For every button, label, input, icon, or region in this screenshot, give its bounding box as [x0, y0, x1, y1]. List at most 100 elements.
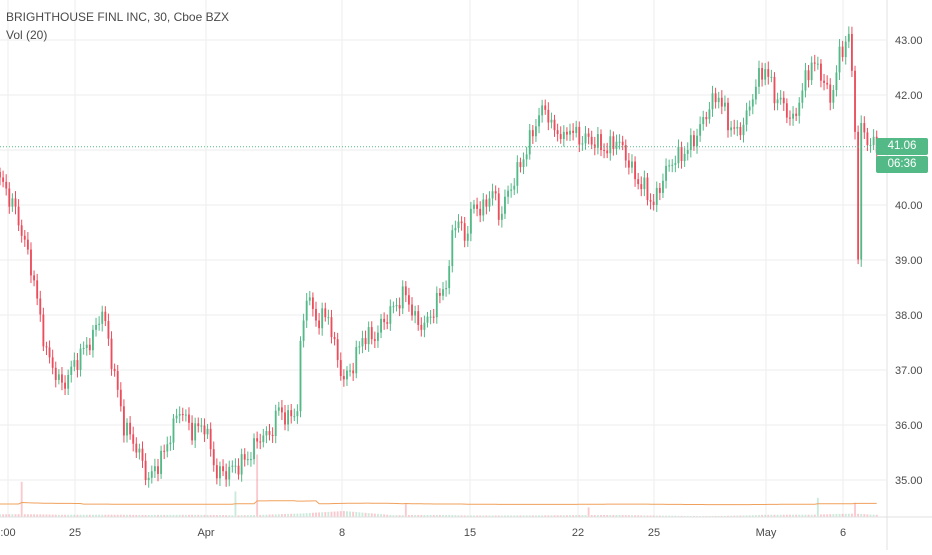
candle-body [531, 130, 534, 137]
candle-body [627, 160, 630, 168]
candle-body [324, 308, 327, 318]
x-tick-label: 6 [840, 527, 846, 539]
volume-bar [119, 514, 122, 517]
candle-body [110, 338, 113, 369]
candle-body [662, 180, 664, 193]
volume-bar [64, 514, 66, 517]
candle-body [411, 304, 413, 316]
symbol-title[interactable]: BRIGHTHOUSE FINL INC, 30, Cboe BZX [6, 10, 229, 24]
candle-body [469, 208, 472, 234]
volume-bar [854, 502, 856, 517]
candle-body [519, 162, 522, 168]
volume-bar [631, 515, 633, 517]
candle-body [82, 348, 85, 349]
candle-body [5, 181, 8, 189]
candle-body [364, 338, 367, 345]
volume-bar [600, 514, 602, 517]
volume-bar [541, 515, 544, 517]
volume-bar [593, 515, 596, 517]
volume-bar [686, 515, 689, 517]
volume-bar [782, 514, 785, 517]
x-tick-label: :00 [0, 527, 15, 539]
volume-bar [349, 511, 351, 517]
candle-body [779, 97, 782, 100]
volume-bar [847, 513, 850, 517]
candle-body [872, 136, 875, 146]
volume-bar [779, 514, 782, 517]
volume-bar [869, 514, 872, 517]
candle-body [863, 123, 866, 133]
volume-bar [658, 515, 661, 517]
candle-body [804, 70, 807, 91]
candle-body [801, 90, 804, 103]
candle-body [157, 466, 159, 474]
volume-bar [528, 515, 531, 517]
candle-body [70, 366, 73, 375]
volume-bar [596, 515, 599, 517]
volume-bar [61, 514, 63, 517]
volume-bar [212, 514, 215, 517]
candle-body [807, 70, 810, 81]
candle-body [14, 198, 17, 207]
volume-bar [789, 514, 791, 517]
volume-bar [801, 514, 804, 517]
volume-bars [0, 454, 878, 517]
candle-body [677, 146, 680, 164]
volume-bar [178, 514, 181, 517]
volume-bar [318, 512, 321, 517]
candle-body [42, 314, 45, 347]
candle-body [671, 164, 674, 166]
candle-body [522, 159, 525, 168]
candle-body [181, 414, 184, 416]
candle-body [234, 465, 237, 467]
candle-body [708, 109, 711, 120]
volume-bar [643, 515, 646, 517]
volume-bar [339, 511, 342, 517]
candle-body [463, 223, 466, 241]
volume-indicator-label[interactable]: Vol (20) [6, 28, 48, 42]
candle-body [160, 450, 163, 474]
candle-body [243, 454, 246, 460]
candle-body [693, 135, 695, 147]
candle-body [516, 162, 519, 186]
candle-body [714, 93, 717, 103]
candle-body [655, 187, 658, 205]
candle-body [658, 187, 661, 193]
volume-bar [308, 512, 311, 517]
volume-bar [457, 515, 460, 517]
candle-body [8, 188, 11, 207]
candle-body [57, 374, 60, 380]
candle-body [844, 41, 847, 58]
volume-bar [742, 515, 745, 517]
candle-body [823, 80, 825, 83]
candle-body [225, 471, 228, 480]
candle-body [407, 295, 410, 305]
volume-bar [203, 514, 206, 517]
volume-bar [510, 515, 513, 517]
volume-bar [54, 514, 57, 517]
volume-bar [92, 514, 94, 517]
candle-body [442, 289, 444, 296]
volume-bar [544, 515, 547, 517]
volume-bar [727, 515, 729, 517]
volume-bar [720, 515, 723, 517]
x-tick-label: 8 [339, 527, 345, 539]
candle-body [590, 136, 593, 145]
candle-body [346, 370, 348, 380]
candle-body [2, 177, 5, 182]
volume-bar [48, 514, 51, 517]
volume-bar [30, 514, 32, 517]
candle-body [618, 141, 621, 143]
volume-bar [820, 514, 822, 517]
volume-bar [463, 515, 466, 517]
candle-body [792, 113, 794, 119]
candle-body [302, 320, 305, 341]
volume-bar [565, 515, 568, 517]
candle-body [26, 239, 29, 250]
candle-body [414, 311, 417, 316]
candle-body [389, 306, 392, 324]
volume-bar [8, 514, 11, 517]
volume-bar [219, 515, 221, 517]
